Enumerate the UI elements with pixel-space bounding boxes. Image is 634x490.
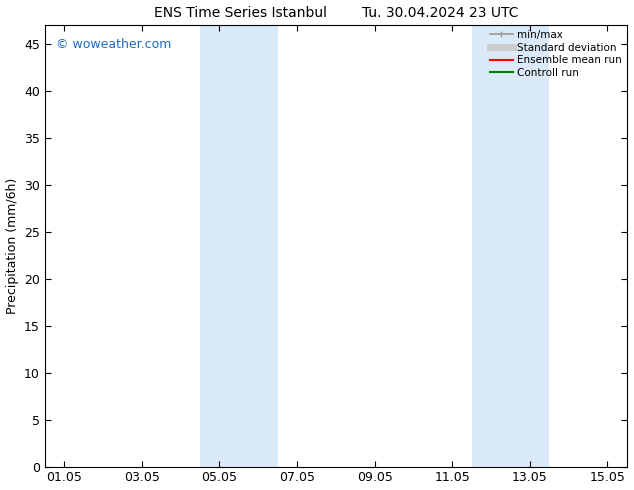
Bar	[200, 25, 278, 466]
Bar	[472, 25, 549, 466]
Y-axis label: Precipitation (mm/6h): Precipitation (mm/6h)	[6, 177, 18, 314]
Text: © woweather.com: © woweather.com	[56, 38, 172, 51]
Title: ENS Time Series Istanbul        Tu. 30.04.2024 23 UTC: ENS Time Series Istanbul Tu. 30.04.2024 …	[153, 5, 518, 20]
Legend: min/max, Standard deviation, Ensemble mean run, Controll run: min/max, Standard deviation, Ensemble me…	[488, 28, 624, 80]
